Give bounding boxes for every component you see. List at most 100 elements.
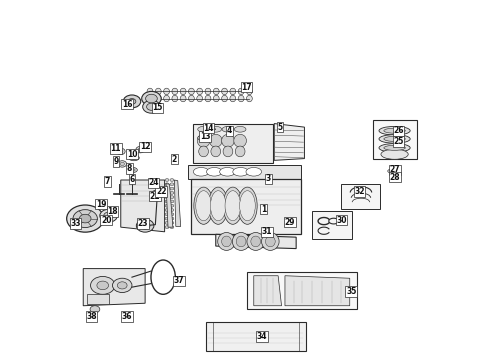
Ellipse shape [131, 157, 137, 159]
Ellipse shape [180, 95, 186, 102]
Ellipse shape [128, 155, 139, 161]
Ellipse shape [210, 126, 221, 132]
Ellipse shape [240, 191, 255, 221]
Polygon shape [207, 127, 216, 132]
Ellipse shape [128, 167, 137, 172]
Ellipse shape [234, 134, 246, 147]
Text: 17: 17 [241, 83, 252, 92]
Text: 25: 25 [393, 137, 404, 146]
Ellipse shape [223, 187, 243, 224]
Ellipse shape [230, 88, 236, 95]
Ellipse shape [170, 183, 174, 186]
Ellipse shape [170, 217, 174, 220]
Ellipse shape [221, 236, 231, 247]
Ellipse shape [246, 167, 262, 176]
Ellipse shape [170, 213, 174, 216]
Text: 8: 8 [127, 164, 132, 173]
Ellipse shape [233, 167, 248, 176]
Text: 6: 6 [129, 175, 135, 184]
Ellipse shape [218, 233, 235, 250]
Ellipse shape [147, 95, 153, 102]
Ellipse shape [213, 95, 219, 102]
Text: 2: 2 [172, 155, 177, 164]
Text: 38: 38 [86, 312, 97, 321]
Text: 14: 14 [203, 124, 214, 133]
Text: 20: 20 [101, 216, 111, 225]
Ellipse shape [381, 149, 408, 159]
Ellipse shape [118, 161, 126, 167]
Ellipse shape [165, 192, 169, 194]
Ellipse shape [146, 94, 157, 103]
Polygon shape [274, 123, 304, 160]
Ellipse shape [246, 95, 252, 102]
Text: 23: 23 [137, 219, 148, 228]
Ellipse shape [165, 221, 169, 224]
Ellipse shape [206, 167, 222, 176]
Ellipse shape [165, 196, 169, 199]
Text: 35: 35 [346, 287, 356, 296]
Ellipse shape [236, 236, 246, 247]
Ellipse shape [170, 204, 174, 207]
Ellipse shape [170, 192, 174, 194]
Text: 18: 18 [107, 207, 118, 216]
Text: 21: 21 [149, 192, 160, 201]
Text: 19: 19 [96, 200, 106, 209]
Ellipse shape [170, 196, 174, 199]
Ellipse shape [128, 99, 136, 104]
Ellipse shape [220, 167, 235, 176]
Ellipse shape [189, 88, 195, 95]
Ellipse shape [104, 212, 114, 219]
Ellipse shape [213, 88, 219, 95]
Ellipse shape [97, 281, 109, 290]
Ellipse shape [238, 95, 244, 102]
Ellipse shape [247, 233, 265, 250]
Ellipse shape [197, 95, 202, 102]
Ellipse shape [266, 236, 275, 247]
Text: 1: 1 [261, 205, 266, 214]
Ellipse shape [199, 146, 208, 157]
Ellipse shape [143, 100, 160, 113]
Ellipse shape [165, 208, 169, 211]
Ellipse shape [223, 146, 233, 157]
Text: 7: 7 [105, 177, 110, 186]
Ellipse shape [238, 187, 257, 224]
Ellipse shape [246, 88, 252, 95]
Polygon shape [254, 276, 282, 306]
Polygon shape [389, 167, 397, 172]
Text: 26: 26 [393, 126, 404, 135]
Polygon shape [216, 234, 296, 249]
Text: 11: 11 [111, 144, 121, 153]
Ellipse shape [384, 145, 405, 150]
Ellipse shape [136, 147, 145, 153]
Polygon shape [83, 269, 145, 306]
Ellipse shape [221, 134, 234, 147]
Ellipse shape [91, 276, 115, 294]
Ellipse shape [119, 150, 123, 153]
Ellipse shape [172, 88, 178, 95]
Text: 29: 29 [285, 218, 295, 227]
Text: 15: 15 [152, 103, 163, 112]
Ellipse shape [170, 179, 174, 181]
Ellipse shape [170, 208, 174, 211]
Polygon shape [166, 184, 173, 227]
Bar [342, 184, 380, 209]
Ellipse shape [379, 144, 410, 152]
Ellipse shape [194, 187, 213, 224]
Ellipse shape [379, 126, 410, 135]
Ellipse shape [170, 187, 174, 190]
Ellipse shape [208, 187, 228, 224]
Bar [188, 165, 300, 179]
Ellipse shape [90, 306, 100, 313]
Ellipse shape [230, 95, 236, 102]
Ellipse shape [142, 91, 161, 106]
Ellipse shape [155, 88, 161, 95]
Ellipse shape [67, 205, 104, 232]
Text: 9: 9 [113, 157, 119, 166]
Ellipse shape [225, 191, 241, 221]
Polygon shape [174, 180, 181, 226]
Text: 4: 4 [227, 126, 232, 135]
Text: 12: 12 [140, 142, 150, 151]
Ellipse shape [197, 134, 210, 147]
Polygon shape [193, 123, 273, 163]
Ellipse shape [379, 135, 410, 143]
